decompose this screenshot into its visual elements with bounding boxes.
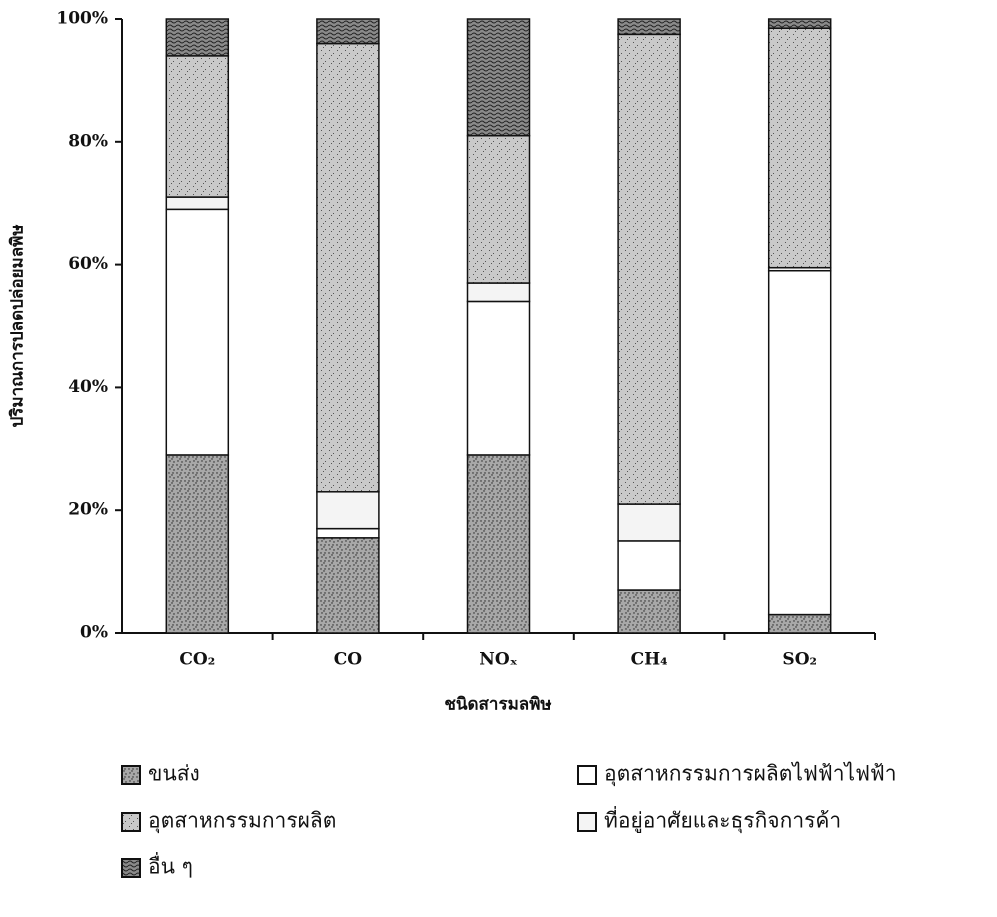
x-tick-label: SO₂ (782, 650, 817, 670)
bar-segment (468, 455, 530, 633)
y-tick-label: 80% (68, 131, 108, 151)
bar-segment (468, 19, 530, 136)
y-tick-label: 20% (68, 500, 108, 520)
legend-label: อุตสาหกรรมการผลิตไฟฟ้าไฟฟ้า (604, 762, 897, 787)
bar-segment (317, 44, 379, 492)
x-axis-title: ชนิดสารมลพิษ (444, 695, 551, 715)
bar-segment (317, 19, 379, 44)
x-tick-label: NOₓ (479, 650, 517, 670)
bar-segment (468, 283, 530, 301)
bar-segment (317, 492, 379, 529)
legend-swatch (122, 859, 140, 877)
bar-segment (317, 529, 379, 538)
legend-label: ขนส่ง (148, 762, 200, 786)
bar-segment (166, 209, 228, 455)
chart: ชนิดสารมลพิษ ปริมาณการปลดปล่อยมลพิษ ขนส่… (0, 0, 997, 917)
legend-label: อื่น ๆ (148, 852, 193, 879)
bar-segment (769, 28, 831, 267)
bar-segment (317, 538, 379, 633)
bar-segment (166, 19, 228, 56)
y-axis-title: ปริมาณการปลดปล่อยมลพิษ (8, 224, 28, 427)
x-tick-label: CH₄ (631, 650, 668, 670)
y-tick-label: 60% (68, 254, 108, 274)
bar-segment (618, 34, 680, 504)
bar-segment (468, 301, 530, 455)
bar-segment (166, 197, 228, 209)
bar-segment (769, 615, 831, 633)
bar-segment (166, 455, 228, 633)
bar-segment (618, 541, 680, 590)
bar-segment (769, 271, 831, 615)
bar-segment (618, 19, 680, 34)
bar-segment (166, 56, 228, 197)
legend-swatch (578, 766, 596, 784)
bar-segment (618, 504, 680, 541)
y-tick-label: 40% (68, 377, 108, 397)
y-tick-label: 0% (80, 623, 108, 643)
x-tick-label: CO (334, 650, 363, 670)
legend-swatch (122, 813, 140, 831)
x-tick-label: CO₂ (179, 650, 215, 670)
bar-segment (769, 19, 831, 28)
bar-segment (618, 590, 680, 633)
legend-label: อุตสาหกรรมการผลิต (148, 809, 336, 834)
bar-segment (468, 136, 530, 283)
y-tick-label: 100% (56, 9, 108, 29)
legend-swatch (122, 766, 140, 784)
legend-swatch (578, 813, 596, 831)
legend-label: ที่อยู่อาศัยและธุรกิจการค้า (604, 806, 841, 834)
legend: ขนส่งอุตสาหกรรมการผลิตอื่น ๆ อุตสาหกรรมกา… (122, 762, 897, 879)
